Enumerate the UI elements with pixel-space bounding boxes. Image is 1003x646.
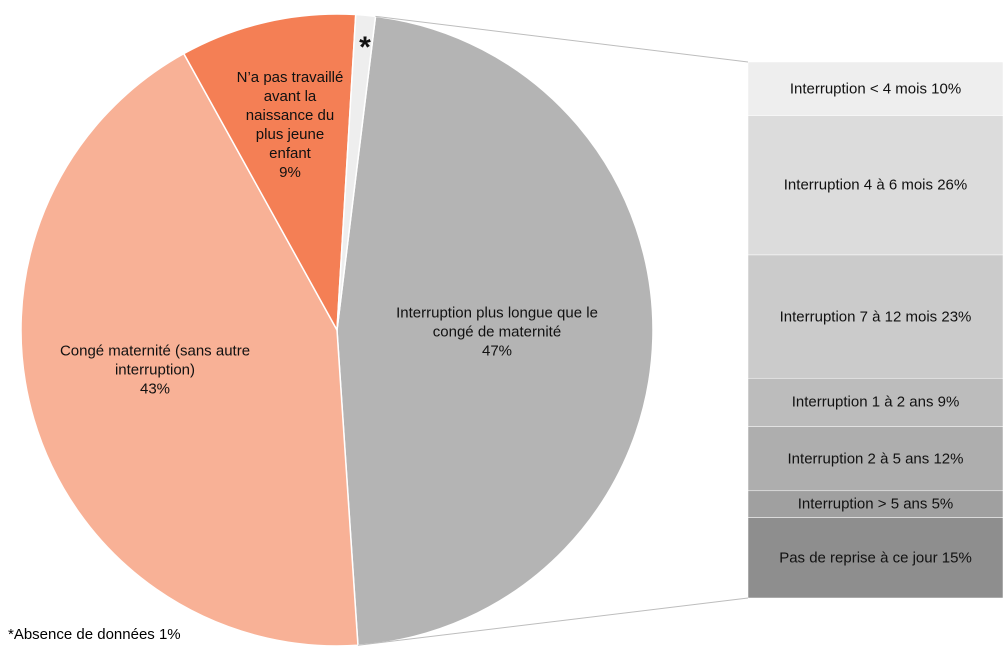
- segment-value: 12%: [933, 450, 964, 468]
- bar-segment: [747, 517, 1003, 599]
- segment-name: Interruption 4 à 6 mois: [783, 176, 934, 194]
- slice-name: Congé maternité (sans autre interruption…: [59, 342, 251, 379]
- bar-segment: [747, 377, 1003, 427]
- bar-label: Interruption 4 à 6 mois 26%: [758, 176, 994, 195]
- segment-value: 26%: [937, 176, 968, 194]
- pie-slice: [336, 15, 654, 646]
- segment-name: Pas de reprise à ce jour: [779, 549, 938, 567]
- slice-name: N’a pas travaillé avant la naissance du …: [236, 69, 344, 162]
- bar-label: Interruption 2 à 5 ans 12%: [758, 449, 994, 468]
- bar-label: Pas de reprise à ce jour 15%: [758, 548, 994, 567]
- bar-segment: [747, 254, 1003, 379]
- bar-segment: [747, 426, 1003, 492]
- footnote: *Absence de données 1%: [8, 626, 181, 643]
- bar-label: Interruption 7 à 12 mois 23%: [758, 307, 994, 326]
- pie-label: Interruption plus longue que le congé de…: [377, 304, 617, 361]
- segment-name: Interruption 2 à 5 ans: [787, 450, 930, 468]
- slice-name: *: [359, 31, 371, 64]
- bar-segment: [747, 115, 1003, 256]
- segment-name: Interruption 7 à 12 mois: [779, 308, 938, 326]
- pie-label: Congé maternité (sans autre interruption…: [55, 342, 255, 399]
- pie-slice: [336, 13, 377, 331]
- segment-name: Interruption < 4 mois: [789, 80, 927, 98]
- connector: [375, 15, 749, 63]
- slice-name: Interruption plus longue que le congé de…: [396, 304, 598, 341]
- segment-value: 23%: [941, 308, 972, 326]
- pie-label: *: [359, 33, 371, 63]
- slice-value: 9%: [279, 164, 301, 181]
- segment-name: Interruption 1 à 2 ans: [791, 393, 934, 411]
- slice-value: 43%: [139, 380, 171, 398]
- bar-label: Interruption 1 à 2 ans 9%: [758, 393, 994, 412]
- pie-slice: [182, 13, 357, 333]
- segment-value: 5%: [931, 495, 954, 513]
- bar-segment: [747, 61, 1003, 116]
- segment-value: 15%: [941, 549, 972, 567]
- pie-label: N’a pas travaillé avant la naissance du …: [235, 68, 345, 182]
- connector: [357, 597, 749, 646]
- segment-value: 9%: [937, 393, 960, 411]
- pie-slice: [20, 52, 359, 646]
- segment-value: 10%: [931, 80, 962, 98]
- segment-name: Interruption > 5 ans: [797, 495, 928, 513]
- bar-label: Interruption < 4 mois 10%: [758, 79, 994, 98]
- bar-label: Interruption > 5 ans 5%: [758, 495, 994, 514]
- bar-segment: [747, 490, 1003, 518]
- slice-value: 47%: [481, 342, 513, 360]
